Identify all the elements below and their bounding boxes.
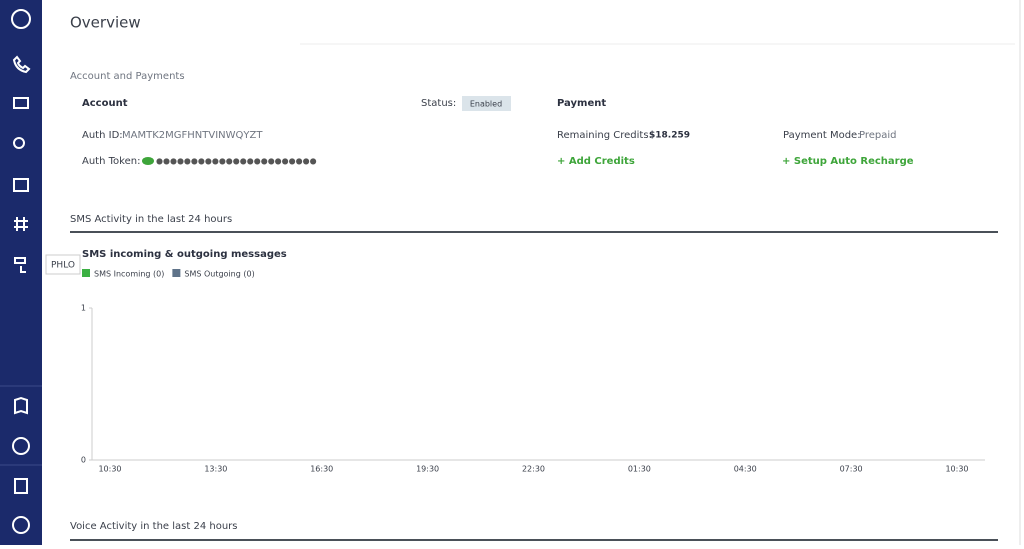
home-icon[interactable] xyxy=(11,9,31,29)
y-tick-label: 0 xyxy=(81,456,86,465)
x-tick-label: 10:30 xyxy=(98,465,121,474)
tooltip-text: PHLO xyxy=(51,261,75,271)
logs-icon[interactable] xyxy=(14,478,28,494)
payment-heading: Payment xyxy=(557,98,606,109)
x-tick-label: 22:30 xyxy=(522,465,545,474)
chart-title: SMS incoming & outgoing messages xyxy=(82,249,287,260)
status-label: Status: xyxy=(421,98,456,109)
status-pill xyxy=(462,96,511,111)
auth-id-label: Auth ID: xyxy=(82,130,123,141)
legend-label: SMS Outgoing (0) xyxy=(184,270,254,279)
x-tick-label: 04:30 xyxy=(734,465,757,474)
account-icon[interactable] xyxy=(12,516,30,534)
y-tick-label: 1 xyxy=(81,304,86,313)
legend-label: SMS Incoming (0) xyxy=(94,270,164,279)
voice-section-title: Voice Activity in the last 24 hours xyxy=(70,521,238,532)
x-tick-label: 13:30 xyxy=(204,465,227,474)
docs-icon[interactable] xyxy=(14,396,28,415)
x-tick-label: 16:30 xyxy=(310,465,333,474)
auth-token-value: ●●●●●●●●●●●●●●●●●●●●●●● xyxy=(156,157,317,166)
x-tick-label: 19:30 xyxy=(416,465,439,474)
auth-id-value: MAMTK2MGFHNTVINWQYZT xyxy=(122,130,263,141)
x-tick-label: 01:30 xyxy=(628,465,651,474)
tooltip xyxy=(45,254,81,275)
auth-token-label: Auth Token: xyxy=(82,156,140,167)
eye-icon[interactable] xyxy=(142,157,154,165)
section-title: Account and Payments xyxy=(70,71,185,82)
x-tick-label: 07:30 xyxy=(840,465,863,474)
add-credits[interactable]: + Add Credits xyxy=(557,156,635,167)
search-icon[interactable] xyxy=(13,137,25,149)
sms-icon[interactable] xyxy=(13,97,29,109)
voice-icon[interactable] xyxy=(12,55,31,74)
credits-label: Remaining Credits: xyxy=(557,130,652,141)
credits-value: $18.259 xyxy=(649,131,690,141)
status-value: Enabled xyxy=(470,100,502,109)
numbers-icon[interactable] xyxy=(14,217,28,231)
legend-swatch xyxy=(82,269,90,277)
legend-swatch xyxy=(172,269,181,277)
payment-mode-label: Payment Mode: xyxy=(783,130,861,141)
phlo-icon[interactable] xyxy=(14,257,26,273)
nav-icons[interactable] xyxy=(11,9,31,534)
account-heading: Account xyxy=(82,98,128,109)
auto-recharge[interactable]: + Setup Auto Recharge xyxy=(782,156,914,167)
help-icon[interactable] xyxy=(12,437,30,455)
payment-mode-value: Prepaid xyxy=(859,130,897,141)
sip-icon[interactable] xyxy=(13,178,29,192)
x-tick-label: 10:30 xyxy=(945,465,968,474)
page-title: Overview xyxy=(70,14,141,32)
sms-section-title: SMS Activity in the last 24 hours xyxy=(70,214,232,225)
